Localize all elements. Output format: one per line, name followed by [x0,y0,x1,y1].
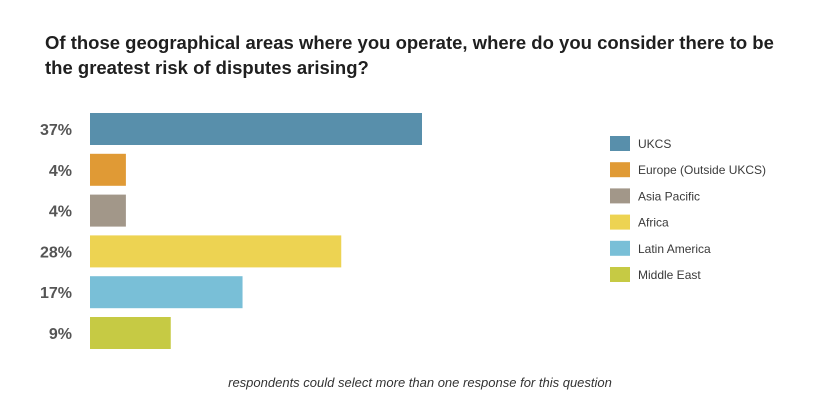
bar-asia-pacific [90,194,126,227]
value-labels-group: 37% 4% 4% 28% 17% 9% [40,122,72,343]
legend-label-europe-outside-ukcs: Europe (Outside UKCS) [638,163,766,177]
bar-europe-outside-ukcs [90,153,126,186]
bar-chart: 37% 4% 4% 28% 17% 9% UKCS Europe (Outside UKCS… [40,113,766,349]
value-label-africa: 28% [40,244,72,261]
legend-swatch-ukcs [610,136,630,151]
legend-swatch-asia-pacific [610,188,630,204]
legend-label-ukcs: UKCS [638,137,671,151]
legend-swatch-latin-america [610,240,630,256]
legend-label-latin-america: Latin America [638,242,711,256]
footnote: respondents could select more than one r… [228,375,612,390]
value-label-asia-pacific: 4% [49,204,72,221]
legend-swatch-africa [610,214,630,230]
value-label-latin-america: 17% [40,285,72,302]
bar-middle-east [90,317,171,349]
bars-group [90,113,422,349]
value-label-middle-east: 9% [49,326,72,343]
legend-swatch-europe-outside-ukcs [610,162,630,178]
legend-label-middle-east: Middle East [638,268,701,282]
bar-ukcs [90,113,422,145]
legend: UKCS Europe (Outside UKCS) Asia Pacific Afr… [610,136,766,282]
bar-latin-america [90,276,243,309]
value-label-ukcs: 37% [40,122,72,139]
chart-title: Of those geographical areas where you op… [45,32,774,78]
legend-swatch-middle-east [610,267,630,282]
bar-africa [90,235,342,268]
legend-label-africa: Africa [638,216,669,230]
value-label-europe-outside-ukcs: 4% [49,163,72,180]
legend-label-asia-pacific: Asia Pacific [638,189,700,203]
